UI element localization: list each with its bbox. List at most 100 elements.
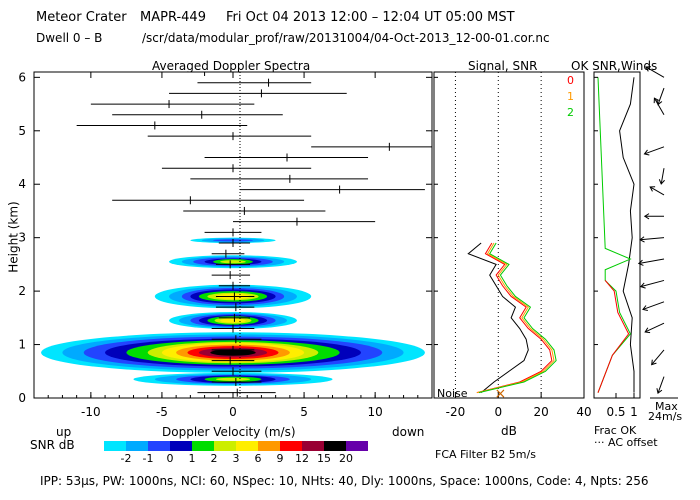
wind-arrow-shaft <box>657 376 665 394</box>
wind-arrow-shaft <box>649 186 665 196</box>
header-site: Meteor Crater <box>36 10 127 25</box>
colorbar-tick-label: 1 <box>189 452 196 465</box>
wind-arrow-head <box>637 259 644 266</box>
wind-arrow-shaft <box>657 87 665 105</box>
signal-x-tick-label: -20 <box>446 405 466 419</box>
wind-arrow-shaft <box>640 237 665 241</box>
legend-2: 2 <box>567 106 574 119</box>
x-tick-label: -10 <box>81 405 101 419</box>
wind-arrow-head <box>644 327 651 334</box>
colorbar-swatch <box>126 441 148 451</box>
wind-arrow-shaft <box>651 349 665 365</box>
wind-arrow-head <box>658 179 665 185</box>
wind-arrow-shaft <box>644 322 665 333</box>
wind-arrow-shaft <box>660 168 665 185</box>
colorbar-tick-label: 20 <box>339 452 353 465</box>
wind-arrow-head <box>656 99 663 106</box>
heatmap-contour <box>215 377 251 381</box>
y-tick-label: 4 <box>18 177 26 191</box>
wind-arrow-shaft <box>642 301 665 310</box>
signal-series-snr_2 <box>478 242 557 394</box>
colorbar-tick-label: 3 <box>233 452 240 465</box>
signal-series-signal <box>467 242 529 394</box>
wind-arrow-shaft <box>638 258 665 264</box>
wind-arrow-head <box>639 236 645 243</box>
ok-lines <box>597 77 635 393</box>
wind-arrow-head <box>642 305 648 312</box>
colorbar-tick-label: 6 <box>255 452 262 465</box>
signal-x-label: dB <box>501 424 517 438</box>
noise-marker: × <box>495 386 507 402</box>
colorbar-tick-label: -1 <box>143 452 154 465</box>
colorbar-swatch <box>302 441 324 451</box>
y-tick-label: 3 <box>18 231 26 245</box>
ok-x-tick-label: 1 <box>630 405 638 419</box>
signal-lines: × <box>467 242 557 402</box>
label-down: down <box>392 425 425 439</box>
label-up: up <box>56 425 72 439</box>
y-tick-label: 6 <box>18 70 26 84</box>
ok-series-ok_snr_red <box>597 280 630 393</box>
ok-axes: 0.5 1 <box>594 76 638 419</box>
legend-0: 0 <box>567 74 574 87</box>
wind-arrow-shaft <box>640 279 665 288</box>
ok-title: OK SNR,Winds <box>571 59 658 73</box>
y-tick-label: 2 <box>18 284 26 298</box>
wind-arrow-head <box>639 282 646 289</box>
signal-series-snr_1 <box>476 242 555 394</box>
header-path: /scr/data/modular_prof/raw/20131004/04-O… <box>142 31 550 45</box>
signal-title: Signal, SNR <box>468 59 538 73</box>
colorbar-label: SNR dB <box>30 438 75 452</box>
colorbar-swatch <box>324 441 346 451</box>
colorbar-swatch <box>346 441 368 451</box>
max-label: Max <box>655 400 678 413</box>
footer-params: IPP: 53μs, PW: 1000ns, NCI: 60, NSpec: 1… <box>40 474 649 488</box>
heatmap-contour <box>220 260 246 264</box>
wind-arrow-head <box>643 149 650 156</box>
max-speed-label: 24m/s <box>648 410 683 423</box>
signal-x-tick-label: 40 <box>576 405 591 419</box>
x-tick-label: 5 <box>300 405 308 419</box>
colorbar-swatch <box>258 441 280 451</box>
signal-series-snr_0 <box>476 242 553 394</box>
colorbar-tick-label: 15 <box>317 452 331 465</box>
signal-frame <box>433 71 585 399</box>
wind-arrow-head <box>643 213 650 220</box>
y-axis-label: Height (km) <box>6 201 21 273</box>
ac-offset-label: ··· AC offset <box>594 436 658 449</box>
legend-1: 1 <box>567 90 574 103</box>
colorbar-swatch <box>280 441 302 451</box>
colorbar-swatch <box>148 441 170 451</box>
colorbar: -2 -1 0 1 2 3 6 9 12 15 20 <box>104 441 368 465</box>
colorbar-swatch <box>236 441 258 451</box>
wind-arrow-head <box>645 66 652 72</box>
colorbar-tick-label: 0 <box>167 452 174 465</box>
colorbar-tick-label: 9 <box>277 452 284 465</box>
wind-arrow-head <box>656 388 663 395</box>
wind-arrow-shaft <box>653 97 665 116</box>
wind-arrow-shaft <box>644 146 665 155</box>
signal-x-tick-label: 0 <box>494 405 502 419</box>
ok-series-ok_snr <box>597 77 632 393</box>
spectra-axes: -10 -5 0 5 10 0 1 2 3 4 5 6 <box>18 70 432 419</box>
x-tick-label: 10 <box>368 405 383 419</box>
wind-arrow-head <box>649 186 656 192</box>
wind-arrow-head <box>651 359 657 366</box>
fca-label: FCA Filter B2 5m/s <box>435 448 536 461</box>
x-tick-label: 0 <box>229 405 237 419</box>
header-radar: MAPR-449 <box>140 10 206 25</box>
colorbar-swatch <box>104 441 126 451</box>
ok-x-tick-label: 0.5 <box>606 405 625 419</box>
header-dwell: Dwell 0 – B <box>36 31 103 45</box>
y-tick-label: 0 <box>18 391 26 405</box>
colorbar-swatch <box>214 441 236 451</box>
spectra-title: Averaged Doppler Spectra <box>152 59 311 73</box>
x-tick-label: -5 <box>156 405 168 419</box>
header-datetime: Fri Oct 04 2013 12:00 – 12:04 UT 05:00 M… <box>226 10 515 25</box>
colorbar-tick-label: -2 <box>121 452 132 465</box>
colorbar-tick-label: 2 <box>211 452 218 465</box>
colorbar-swatch <box>192 441 214 451</box>
colorbar-swatch <box>170 441 192 451</box>
wind-arrow-shaft <box>645 66 665 78</box>
